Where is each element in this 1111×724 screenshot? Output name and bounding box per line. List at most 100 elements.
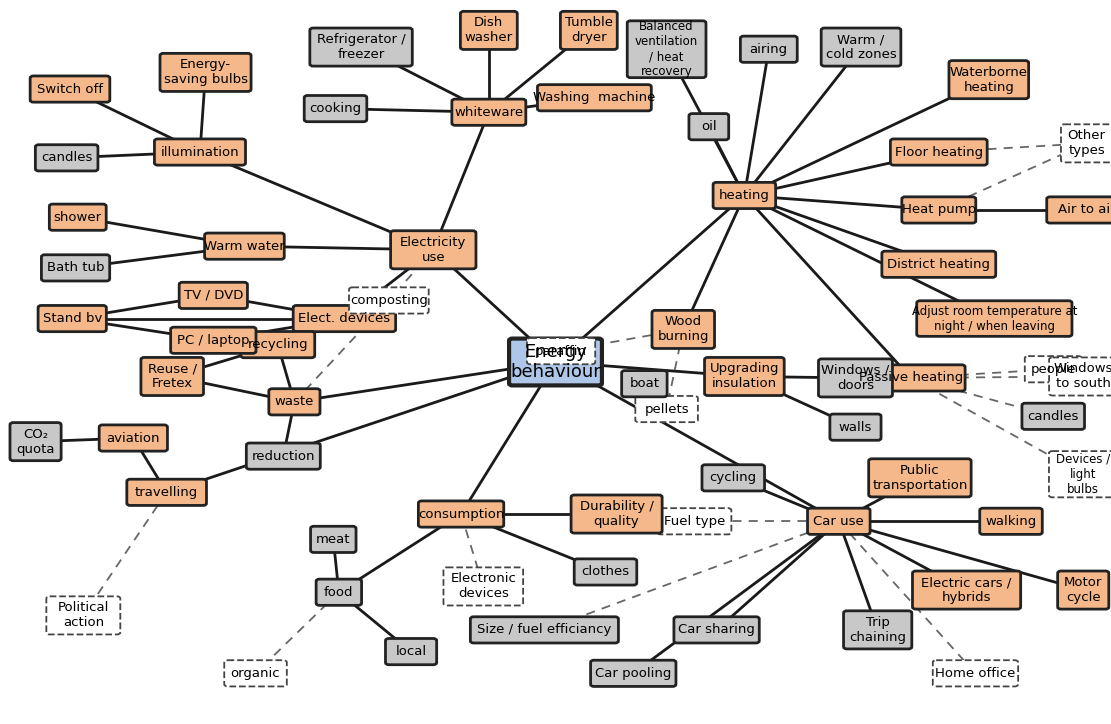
Text: Fuel type: Fuel type <box>663 515 725 528</box>
FancyBboxPatch shape <box>317 579 361 605</box>
FancyBboxPatch shape <box>628 21 705 77</box>
Text: reduction: reduction <box>251 450 316 463</box>
FancyBboxPatch shape <box>869 459 971 497</box>
FancyBboxPatch shape <box>179 282 248 308</box>
Text: clothes: clothes <box>581 565 630 578</box>
FancyBboxPatch shape <box>560 12 618 49</box>
FancyBboxPatch shape <box>538 85 651 111</box>
FancyBboxPatch shape <box>154 139 246 165</box>
FancyBboxPatch shape <box>819 359 892 397</box>
FancyBboxPatch shape <box>890 139 988 165</box>
Text: Size / fuel efficiancy: Size / fuel efficiancy <box>478 623 611 636</box>
Text: Reuse /
Fretex: Reuse / Fretex <box>148 363 197 390</box>
FancyBboxPatch shape <box>821 28 901 66</box>
Text: Political
action: Political action <box>58 602 109 629</box>
FancyBboxPatch shape <box>127 479 207 505</box>
Text: Upgrading
insulation: Upgrading insulation <box>710 363 779 390</box>
FancyBboxPatch shape <box>470 617 619 643</box>
Text: PC / laptop: PC / laptop <box>177 334 250 347</box>
Text: Warm /
cold zones: Warm / cold zones <box>825 33 897 61</box>
FancyBboxPatch shape <box>843 611 912 649</box>
Text: Balanced
ventilation
/ heat
recovery: Balanced ventilation / heat recovery <box>635 20 698 78</box>
Text: Dish
washer: Dish washer <box>464 17 513 44</box>
Text: Public
transportation: Public transportation <box>872 464 968 492</box>
Text: Passive heating: Passive heating <box>859 371 963 384</box>
FancyBboxPatch shape <box>99 425 168 451</box>
Text: TV / DVD: TV / DVD <box>183 289 243 302</box>
Text: Heat pump: Heat pump <box>902 203 975 216</box>
Text: local: local <box>396 645 427 658</box>
Text: Durability /
quality: Durability / quality <box>580 500 653 528</box>
FancyBboxPatch shape <box>293 306 396 332</box>
FancyBboxPatch shape <box>247 443 320 469</box>
FancyBboxPatch shape <box>713 182 775 209</box>
FancyBboxPatch shape <box>1058 571 1109 609</box>
Text: Switch off: Switch off <box>37 83 103 96</box>
Text: shower: shower <box>53 211 102 224</box>
FancyBboxPatch shape <box>41 255 110 281</box>
FancyBboxPatch shape <box>704 358 784 395</box>
FancyBboxPatch shape <box>49 204 107 230</box>
FancyBboxPatch shape <box>10 423 61 460</box>
FancyBboxPatch shape <box>36 145 98 171</box>
FancyBboxPatch shape <box>171 327 256 353</box>
Text: aviation: aviation <box>107 432 160 445</box>
FancyBboxPatch shape <box>635 396 698 422</box>
Text: recycling: recycling <box>248 338 308 351</box>
FancyBboxPatch shape <box>674 617 759 643</box>
FancyBboxPatch shape <box>857 365 965 391</box>
FancyBboxPatch shape <box>591 660 675 686</box>
FancyBboxPatch shape <box>622 371 667 397</box>
FancyBboxPatch shape <box>1047 197 1111 223</box>
FancyBboxPatch shape <box>141 358 203 395</box>
Text: candles: candles <box>1028 410 1079 423</box>
FancyBboxPatch shape <box>30 76 110 102</box>
Text: Home office: Home office <box>935 667 1015 680</box>
Text: heating: heating <box>719 189 770 202</box>
FancyBboxPatch shape <box>349 287 429 313</box>
Text: organic: organic <box>231 667 280 680</box>
FancyBboxPatch shape <box>160 54 251 91</box>
FancyBboxPatch shape <box>1049 358 1111 395</box>
FancyBboxPatch shape <box>310 28 412 66</box>
Text: Waterborne
heating: Waterborne heating <box>950 66 1028 93</box>
FancyBboxPatch shape <box>204 233 284 259</box>
Text: Energy-
saving bulbs: Energy- saving bulbs <box>163 59 248 86</box>
Text: Electricity
use: Electricity use <box>400 236 467 264</box>
FancyBboxPatch shape <box>1024 356 1082 382</box>
FancyBboxPatch shape <box>571 495 662 533</box>
FancyBboxPatch shape <box>527 338 595 364</box>
Text: candles: candles <box>41 151 92 164</box>
Text: CO₂
quota: CO₂ quota <box>17 428 54 455</box>
Text: Bath tub: Bath tub <box>47 261 104 274</box>
FancyBboxPatch shape <box>509 339 602 385</box>
Text: Trip
chaining: Trip chaining <box>849 616 907 644</box>
FancyBboxPatch shape <box>689 114 729 140</box>
Text: Refrigerator /
freezer: Refrigerator / freezer <box>317 33 406 61</box>
Text: Tumble
dryer: Tumble dryer <box>564 17 613 44</box>
Text: walls: walls <box>839 421 872 434</box>
Text: Windows
to south: Windows to south <box>1053 363 1111 390</box>
Text: Devices /
light
bulbs: Devices / light bulbs <box>1057 452 1110 496</box>
Text: illumination: illumination <box>161 146 239 159</box>
FancyBboxPatch shape <box>304 96 367 122</box>
Text: District heating: District heating <box>888 258 990 271</box>
Text: Other
types: Other types <box>1068 130 1105 157</box>
FancyBboxPatch shape <box>386 639 437 665</box>
Text: whiteware: whiteware <box>454 106 523 119</box>
Text: Air to air: Air to air <box>1058 203 1111 216</box>
FancyBboxPatch shape <box>980 508 1042 534</box>
FancyBboxPatch shape <box>658 508 731 534</box>
Text: Elect. devices: Elect. devices <box>299 312 390 325</box>
FancyBboxPatch shape <box>269 389 320 415</box>
Text: food: food <box>324 586 353 599</box>
FancyBboxPatch shape <box>460 12 518 49</box>
FancyBboxPatch shape <box>574 559 637 585</box>
Text: paraffin: paraffin <box>536 345 587 358</box>
FancyBboxPatch shape <box>933 660 1018 686</box>
FancyBboxPatch shape <box>311 526 356 552</box>
Text: Electronic
devices: Electronic devices <box>450 573 517 600</box>
FancyBboxPatch shape <box>740 36 798 62</box>
Text: Adjust room temperature at
night / when leaving: Adjust room temperature at night / when … <box>912 305 1077 332</box>
FancyBboxPatch shape <box>419 501 503 527</box>
